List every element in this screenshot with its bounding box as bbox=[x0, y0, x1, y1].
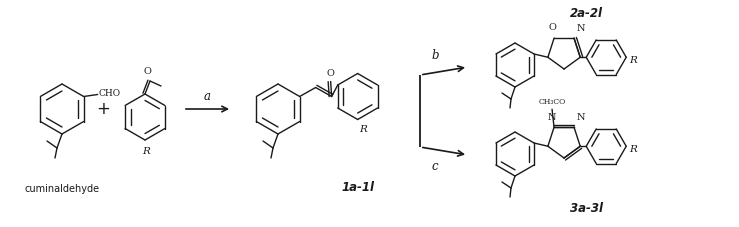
Text: CH₃CO: CH₃CO bbox=[539, 98, 565, 106]
Text: 2a-2l: 2a-2l bbox=[570, 7, 602, 20]
Text: +: + bbox=[96, 100, 110, 118]
Text: O: O bbox=[327, 69, 335, 77]
Text: R: R bbox=[629, 56, 637, 65]
Text: 1a-1l: 1a-1l bbox=[341, 181, 374, 194]
Text: N: N bbox=[577, 113, 585, 122]
Text: cuminaldehyde: cuminaldehyde bbox=[24, 184, 100, 194]
Text: CHO: CHO bbox=[98, 89, 120, 98]
Text: N: N bbox=[577, 24, 585, 33]
Text: c: c bbox=[432, 160, 439, 173]
Text: O: O bbox=[548, 23, 556, 32]
Text: R: R bbox=[142, 147, 150, 156]
Text: O: O bbox=[143, 67, 151, 76]
Text: b: b bbox=[432, 49, 440, 62]
Text: a: a bbox=[203, 90, 211, 103]
Text: R: R bbox=[360, 126, 367, 135]
Text: 3a-3l: 3a-3l bbox=[570, 202, 602, 215]
Text: N: N bbox=[548, 113, 556, 122]
Text: R: R bbox=[629, 145, 637, 154]
